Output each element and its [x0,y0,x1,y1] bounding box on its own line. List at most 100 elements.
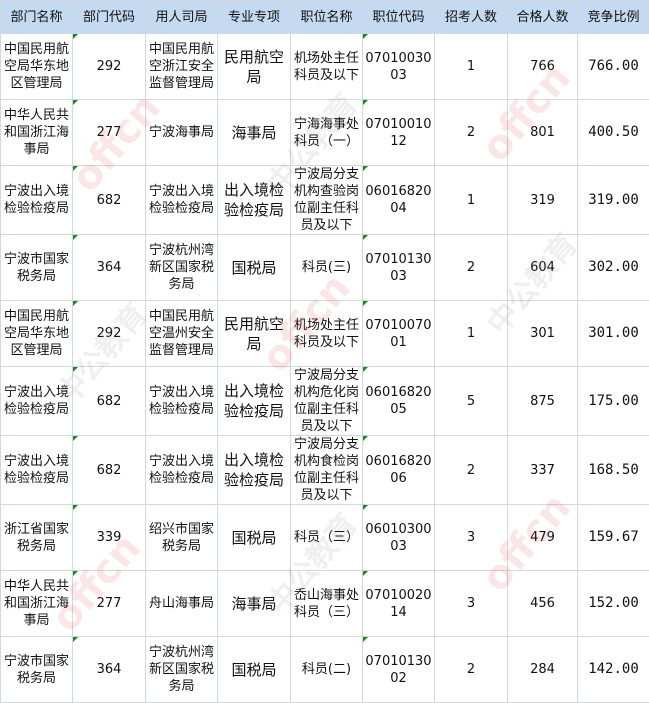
header-dept-name[interactable]: 部门名称 [1,1,73,34]
cell-position-code[interactable]: 0701007001 [363,301,435,367]
cell-qualified-count[interactable]: 479 [508,505,578,571]
cell-position-code[interactable]: 0601030003 [363,505,435,571]
cell-specialty[interactable]: 海事局 [218,100,291,166]
cell-specialty[interactable]: 国税局 [218,505,291,571]
cell-qualified-count[interactable]: 301 [508,301,578,367]
cell-position-code[interactable]: 0701001012 [363,100,435,166]
cell-dept-name[interactable]: 宁波出入境检验检疫局 [1,166,73,235]
cell-recruit-count[interactable]: 2 [435,235,508,301]
cell-qualified-count[interactable]: 801 [508,100,578,166]
cell-position-name[interactable]: 宁波局分支机构食检岗位副主任科员及以下 [291,436,363,505]
cell-position-name[interactable]: 科员(三) [291,235,363,301]
cell-dept-code[interactable]: 364 [73,637,146,703]
cell-bureau[interactable]: 舟山海事局 [146,571,218,637]
cell-position-name[interactable]: 宁波局分支机构危化岗位副主任科员及以下 [291,367,363,436]
cell-qualified-count[interactable]: 604 [508,235,578,301]
cell-position-name[interactable]: 岙山海事处科员（三） [291,571,363,637]
cell-position-name[interactable]: 科员(二) [291,637,363,703]
cell-qualified-count[interactable]: 875 [508,367,578,436]
cell-dept-name[interactable]: 宁波市国家税务局 [1,637,73,703]
cell-specialty[interactable]: 出入境检验检疫局 [218,166,291,235]
cell-dept-code[interactable]: 292 [73,301,146,367]
cell-dept-name[interactable]: 宁波市国家税务局 [1,235,73,301]
cell-position-name[interactable]: 科员（三） [291,505,363,571]
cell-dept-name[interactable]: 中华人民共和国浙江海事局 [1,571,73,637]
cell-dept-name[interactable]: 宁波出入境检验检疫局 [1,367,73,436]
cell-competition-ratio[interactable]: 319.00 [578,166,649,235]
cell-bureau[interactable]: 宁波出入境检验检疫局 [146,436,218,505]
cell-competition-ratio[interactable]: 400.50 [578,100,649,166]
cell-bureau[interactable]: 中国民用航空浙江安全监督管理局 [146,34,218,100]
cell-competition-ratio[interactable]: 175.00 [578,367,649,436]
cell-competition-ratio[interactable]: 142.00 [578,637,649,703]
header-recruit-count[interactable]: 招考人数 [435,1,508,34]
cell-dept-code[interactable]: 682 [73,436,146,505]
cell-competition-ratio[interactable]: 168.50 [578,436,649,505]
cell-position-code[interactable]: 0601682004 [363,166,435,235]
header-position-name[interactable]: 职位名称 [291,1,363,34]
header-specialty[interactable]: 专业专项 [218,1,291,34]
cell-competition-ratio[interactable]: 766.00 [578,34,649,100]
header-competition-ratio[interactable]: 竞争比例 [578,1,649,34]
cell-dept-code[interactable]: 682 [73,367,146,436]
cell-bureau[interactable]: 宁波出入境检验检疫局 [146,367,218,436]
cell-recruit-count[interactable]: 1 [435,301,508,367]
cell-dept-name[interactable]: 中国民用航空局华东地区管理局 [1,34,73,100]
cell-position-name[interactable]: 机场处主任科员及以下 [291,34,363,100]
cell-position-code[interactable]: 0701013003 [363,235,435,301]
cell-position-code[interactable]: 0701003003 [363,34,435,100]
header-bureau[interactable]: 用人司局 [146,1,218,34]
cell-qualified-count[interactable]: 284 [508,637,578,703]
cell-qualified-count[interactable]: 456 [508,571,578,637]
cell-dept-code[interactable]: 682 [73,166,146,235]
cell-competition-ratio[interactable]: 159.67 [578,505,649,571]
cell-specialty[interactable]: 出入境检验检疫局 [218,367,291,436]
cell-dept-code[interactable]: 277 [73,571,146,637]
cell-dept-name[interactable]: 中华人民共和国浙江海事局 [1,100,73,166]
cell-position-code[interactable]: 0601682006 [363,436,435,505]
cell-specialty[interactable]: 民用航空局 [218,301,291,367]
cell-dept-code[interactable]: 277 [73,100,146,166]
cell-position-code[interactable]: 0701013002 [363,637,435,703]
cell-recruit-count[interactable]: 2 [435,436,508,505]
cell-competition-ratio[interactable]: 152.00 [578,571,649,637]
cell-recruit-count[interactable]: 1 [435,34,508,100]
cell-specialty[interactable]: 国税局 [218,235,291,301]
cell-position-name[interactable]: 宁波局分支机构查验岗位副主任科员及以下 [291,166,363,235]
cell-specialty[interactable]: 国税局 [218,637,291,703]
cell-competition-ratio[interactable]: 302.00 [578,235,649,301]
cell-recruit-count[interactable]: 5 [435,367,508,436]
cell-dept-name[interactable]: 浙江省国家税务局 [1,505,73,571]
cell-dept-name[interactable]: 宁波出入境检验检疫局 [1,436,73,505]
cell-bureau[interactable]: 宁波杭州湾新区国家税务局 [146,637,218,703]
cell-specialty[interactable]: 民用航空局 [218,34,291,100]
cell-bureau[interactable]: 中国民用航空温州安全监督管理局 [146,301,218,367]
cell-qualified-count[interactable]: 766 [508,34,578,100]
cell-dept-code[interactable]: 292 [73,34,146,100]
cell-dept-code[interactable]: 364 [73,235,146,301]
cell-bureau[interactable]: 宁波出入境检验检疫局 [146,166,218,235]
header-dept-code[interactable]: 部门代码 [73,1,146,34]
cell-dept-name[interactable]: 中国民用航空局华东地区管理局 [1,301,73,367]
cell-bureau[interactable]: 绍兴市国家税务局 [146,505,218,571]
cell-position-code[interactable]: 0701002014 [363,571,435,637]
cell-competition-ratio[interactable]: 301.00 [578,301,649,367]
cell-recruit-count[interactable]: 2 [435,100,508,166]
cell-position-name[interactable]: 宁海海事处科员（一） [291,100,363,166]
cell-qualified-count[interactable]: 319 [508,166,578,235]
cell-recruit-count[interactable]: 2 [435,637,508,703]
cell-specialty[interactable]: 海事局 [218,571,291,637]
cell-specialty[interactable]: 出入境检验检疫局 [218,436,291,505]
cell-bureau[interactable]: 宁波海事局 [146,100,218,166]
cell-qualified-count[interactable]: 337 [508,436,578,505]
cell-recruit-count[interactable]: 3 [435,571,508,637]
header-position-code[interactable]: 职位代码 [363,1,435,34]
cell-recruit-count[interactable]: 3 [435,505,508,571]
header-qualified-count[interactable]: 合格人数 [508,1,578,34]
cell-dept-code[interactable]: 339 [73,505,146,571]
cell-recruit-count[interactable]: 1 [435,166,508,235]
cell-position-code[interactable]: 0601682005 [363,367,435,436]
cell-bureau[interactable]: 宁波杭州湾新区国家税务局 [146,235,218,301]
cell-position-name[interactable]: 机场处主任科员及以下 [291,301,363,367]
